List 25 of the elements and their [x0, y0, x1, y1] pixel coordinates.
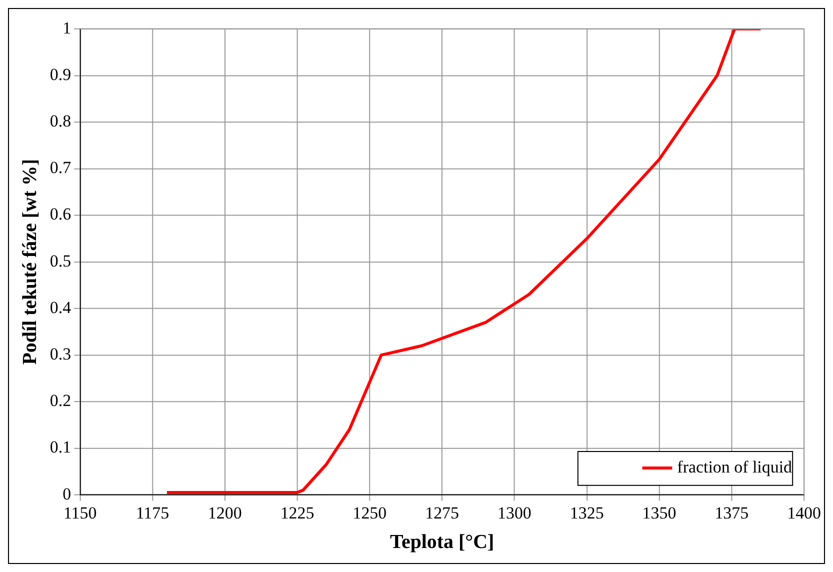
x-tick-label: 1375 — [714, 503, 749, 522]
x-tick-label: 1250 — [352, 503, 387, 522]
x-tick-label: 1350 — [642, 503, 676, 522]
y-tick-label: 0 — [62, 484, 72, 504]
x-tick-label: 1325 — [570, 503, 604, 522]
y-axis-title: Podíl tekuté fáze [wt %] — [19, 159, 42, 365]
x-tick-label: 1175 — [136, 503, 170, 522]
x-tick-label: 1400 — [787, 503, 821, 522]
y-tick-label: 0.7 — [50, 158, 72, 178]
y-tick-label: 0.2 — [50, 391, 72, 410]
x-tick-label: 1300 — [498, 503, 532, 522]
y-tick-label: 0.1 — [50, 438, 72, 457]
y-tick-label: 0.5 — [50, 251, 72, 270]
y-tick-label: 0.6 — [50, 204, 72, 224]
x-tick-label: 1225 — [280, 503, 314, 522]
x-axis-title: Teplota [°C] — [390, 531, 494, 554]
x-tick-label: 1200 — [208, 503, 242, 522]
legend-label: fraction of liquid — [677, 457, 793, 476]
y-tick-label: 0.3 — [50, 344, 72, 364]
y-tick-label: 0.9 — [50, 64, 72, 84]
x-tick-label: 1150 — [63, 503, 97, 522]
x-tick-label: 1275 — [425, 503, 460, 522]
y-tick-label: 1 — [62, 18, 72, 38]
y-tick-label: 0.4 — [50, 298, 72, 317]
y-tick-label: 0.8 — [50, 112, 72, 131]
